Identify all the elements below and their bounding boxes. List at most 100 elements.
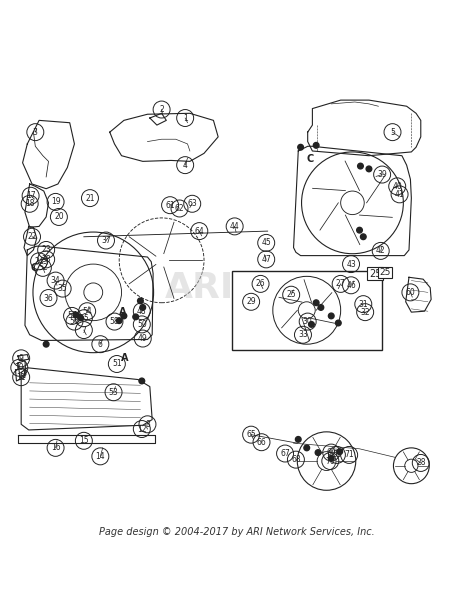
- Text: 33: 33: [298, 330, 308, 339]
- Text: 3: 3: [33, 128, 38, 137]
- Text: 25: 25: [380, 268, 391, 277]
- Text: 68: 68: [291, 455, 301, 464]
- Text: 20: 20: [54, 213, 64, 221]
- Circle shape: [140, 305, 146, 310]
- Text: 55: 55: [79, 314, 89, 323]
- Text: 26: 26: [256, 280, 265, 288]
- Text: 49: 49: [138, 334, 147, 343]
- Circle shape: [133, 314, 138, 320]
- Circle shape: [298, 145, 303, 150]
- Circle shape: [121, 313, 127, 319]
- Circle shape: [313, 300, 319, 305]
- Text: 10: 10: [15, 364, 24, 372]
- Text: C: C: [31, 263, 38, 273]
- Text: 41: 41: [395, 190, 404, 199]
- Text: 45: 45: [261, 238, 271, 248]
- Text: 16: 16: [51, 443, 60, 452]
- Text: 47: 47: [261, 255, 271, 264]
- Text: 14: 14: [96, 452, 105, 461]
- Text: 62: 62: [175, 204, 184, 213]
- Text: 24: 24: [34, 257, 44, 266]
- Text: 4: 4: [183, 161, 188, 170]
- Text: 40: 40: [392, 182, 402, 191]
- Text: 52: 52: [38, 264, 48, 272]
- Text: 1: 1: [183, 113, 188, 123]
- Text: 71: 71: [344, 451, 354, 459]
- Text: 18: 18: [25, 199, 35, 208]
- Text: 31: 31: [358, 300, 368, 308]
- Text: 42: 42: [376, 246, 385, 256]
- Text: 43: 43: [346, 259, 356, 268]
- Circle shape: [137, 298, 143, 303]
- Text: 57: 57: [67, 311, 77, 321]
- Text: 7: 7: [82, 326, 86, 335]
- Circle shape: [360, 234, 366, 240]
- Text: 25: 25: [369, 268, 381, 278]
- Text: 6: 6: [98, 340, 103, 349]
- Text: 70: 70: [326, 457, 335, 465]
- Text: 69: 69: [327, 448, 336, 457]
- Text: 29: 29: [246, 297, 256, 306]
- Text: 60: 60: [406, 288, 415, 297]
- Text: 30: 30: [303, 317, 312, 326]
- Text: ARI: ARI: [164, 271, 234, 305]
- Circle shape: [304, 445, 310, 451]
- Text: 17: 17: [26, 191, 36, 200]
- Circle shape: [328, 455, 334, 461]
- Text: 8: 8: [145, 420, 150, 429]
- Text: 65: 65: [246, 430, 256, 439]
- Text: 64: 64: [194, 227, 204, 235]
- Text: 36: 36: [44, 294, 54, 303]
- Text: 48: 48: [137, 306, 146, 316]
- Text: 2: 2: [159, 105, 164, 114]
- Circle shape: [117, 318, 122, 324]
- Circle shape: [357, 227, 362, 233]
- Text: 32: 32: [360, 308, 370, 317]
- Circle shape: [337, 449, 343, 454]
- Circle shape: [366, 166, 372, 172]
- Text: 37: 37: [101, 236, 111, 245]
- Text: 54: 54: [82, 306, 92, 316]
- Text: 12: 12: [137, 425, 146, 433]
- Text: Page design © 2004-2017 by ARI Network Services, Inc.: Page design © 2004-2017 by ARI Network S…: [99, 527, 375, 538]
- Text: 34: 34: [51, 276, 61, 285]
- Circle shape: [318, 305, 324, 310]
- Text: 63: 63: [187, 199, 197, 208]
- Circle shape: [73, 312, 79, 318]
- Text: 39: 39: [377, 170, 387, 179]
- Text: 22: 22: [27, 232, 37, 242]
- Bar: [232, 271, 382, 350]
- Text: 19: 19: [51, 197, 60, 207]
- Text: 67: 67: [280, 449, 290, 458]
- Text: 23: 23: [41, 245, 51, 254]
- Text: 44: 44: [230, 222, 239, 231]
- Text: 25: 25: [286, 290, 296, 299]
- Circle shape: [357, 163, 363, 169]
- Text: 35: 35: [58, 284, 67, 293]
- Text: 38: 38: [41, 255, 51, 264]
- Circle shape: [78, 315, 83, 321]
- Text: 56: 56: [70, 317, 79, 326]
- Text: 21: 21: [85, 194, 95, 203]
- Text: 15: 15: [79, 436, 89, 445]
- Text: 28: 28: [416, 459, 426, 468]
- Text: 50: 50: [137, 320, 146, 329]
- Text: 11: 11: [17, 373, 26, 382]
- Text: A: A: [119, 307, 127, 317]
- Circle shape: [336, 320, 341, 326]
- Text: 53: 53: [109, 388, 118, 397]
- Circle shape: [328, 313, 334, 319]
- Text: 9: 9: [19, 354, 24, 363]
- Text: C: C: [306, 154, 314, 164]
- Text: 51: 51: [112, 359, 122, 368]
- Text: 46: 46: [346, 281, 356, 290]
- Text: 58: 58: [109, 317, 119, 326]
- Text: 5: 5: [390, 128, 395, 137]
- Text: 59: 59: [332, 451, 342, 459]
- Circle shape: [313, 142, 319, 148]
- Text: 61: 61: [165, 200, 175, 210]
- Circle shape: [315, 450, 321, 455]
- Text: A: A: [121, 353, 128, 364]
- Text: 66: 66: [256, 438, 266, 447]
- Circle shape: [43, 341, 49, 347]
